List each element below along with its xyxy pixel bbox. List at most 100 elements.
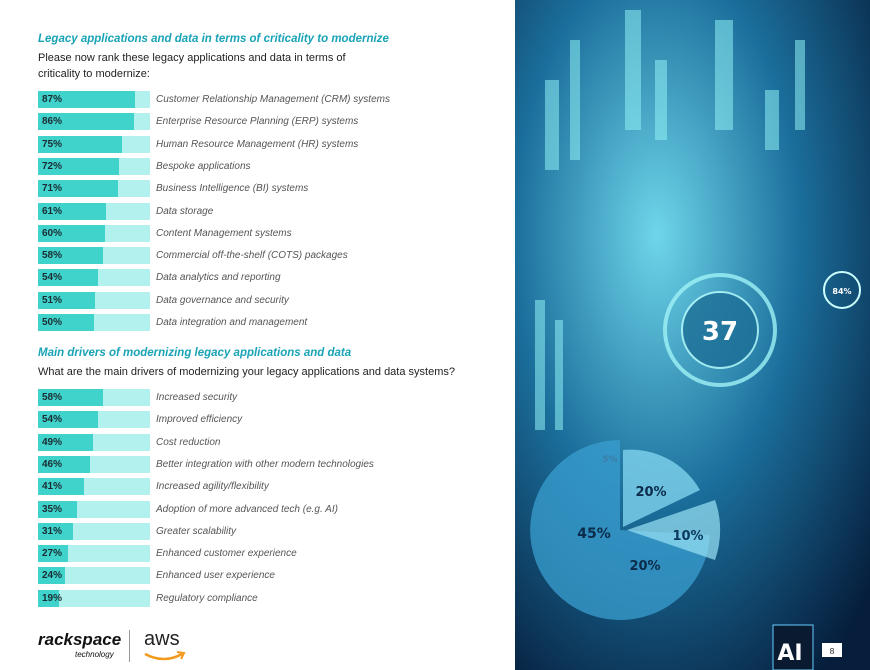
bar [38,478,84,496]
bar [38,455,90,473]
category-label: Content Management systems [156,227,292,239]
bar-track: 46% [38,455,150,473]
partner-smile [144,651,186,661]
image-label: 37 [702,317,738,347]
brand-sub: technology [75,650,114,659]
value-label: 58% [42,392,63,403]
category-label: Increased security [156,392,238,403]
category-label: Customer Relationship Management (CRM) s… [156,94,390,105]
bar [38,589,60,607]
value-label: 87% [42,94,63,105]
hero-image: 37 84% 20% 10% 45% 20% 5% AI 8 [515,0,870,670]
value-label: 60% [42,227,63,239]
value-label: 35% [42,503,63,515]
bar-track: 41% [38,478,150,496]
category-label: Enhanced customer experience [156,548,297,560]
bar [38,135,122,153]
image-label: 20% [629,559,660,574]
image-label: 20% [635,485,666,500]
value-label: 46% [42,458,63,470]
bar [38,291,96,309]
bar-track: 50% [38,314,150,331]
value-label: 19% [42,592,63,604]
bar [38,522,73,540]
category-label: Improved efficiency [156,414,243,426]
bar-track: 86% [38,113,150,131]
category-label: Data governance and security [156,294,289,306]
bar-track: 87% [38,91,150,108]
section-title: Legacy applications and data in terms of… [38,33,389,45]
category-label: Increased agility/flexibility [156,481,269,493]
bar [38,411,99,429]
bar [38,224,106,242]
value-label: 86% [42,116,63,128]
category-label: Cost reduction [156,436,221,448]
section-question: What are the main drivers of modernizing… [38,366,455,378]
brand: rackspace [38,630,122,649]
category-label: Data analytics and reporting [156,272,281,284]
bar [38,202,107,220]
value-label: 24% [42,570,63,582]
page-number: 8 [829,647,834,656]
bar [38,247,103,265]
bar [38,314,94,331]
bar [38,545,69,563]
category-label: Data storage [156,205,214,217]
image-label: 10% [672,529,703,544]
bar-track: 72% [38,157,150,175]
category-label: Enterprise Resource Planning (ERP) syste… [156,116,359,128]
bar-track: 58% [38,389,150,406]
value-label: 41% [42,481,63,493]
image-label: 45% [577,526,611,542]
bar [38,389,103,406]
bar-track: 75% [38,135,150,153]
bar-track: 54% [38,411,150,429]
value-label: 61% [42,205,63,217]
bar-track: 49% [38,433,150,451]
category-label: Human Resource Management (HR) systems [156,138,359,150]
value-label: 49% [42,436,63,448]
bar-track: 61% [38,202,150,220]
category-label: Bespoke applications [156,160,251,172]
category-label: Data integration and management [156,317,308,328]
divider [129,630,130,662]
bar-track: 71% [38,180,150,198]
bar [38,500,78,518]
category-label: Commercial off-the-shelf (COTS) packages [156,250,348,262]
image-label: 84% [832,287,851,296]
bar-track: 54% [38,269,150,287]
value-label: 50% [42,317,63,328]
value-label: 71% [42,183,63,195]
bar [38,180,118,198]
value-label: 51% [42,294,63,306]
bar [38,433,93,451]
bar-track: 35% [38,500,150,518]
category-label: Greater scalability [156,525,237,537]
value-label: 31% [42,525,63,537]
value-label: 75% [42,138,63,150]
category-label: Better integration with other modern tec… [156,458,374,470]
bar [38,269,99,287]
category-label: Regulatory compliance [156,592,258,604]
partner: aws [144,628,180,650]
bar-track: 51% [38,291,150,309]
image-label: 5% [602,455,617,465]
value-label: 54% [42,414,63,426]
bar-track: 31% [38,522,150,540]
bar-track: 27% [38,545,150,563]
section-title: Main drivers of modernizing legacy appli… [38,347,352,359]
bar-track: 19% [38,589,150,607]
bar [38,157,119,175]
value-label: 27% [42,548,63,560]
bar-track: 24% [38,567,150,585]
category-label: Enhanced user experience [156,570,275,582]
bar [38,113,135,131]
image-label: AI [777,641,802,666]
bar-track: 58% [38,247,150,265]
category-label: Business Intelligence (BI) systems [156,183,309,195]
value-label: 72% [42,160,63,172]
bar-track: 60% [38,224,150,242]
bar [38,91,136,108]
section-question: Please now rank these legacy application… [38,52,346,80]
